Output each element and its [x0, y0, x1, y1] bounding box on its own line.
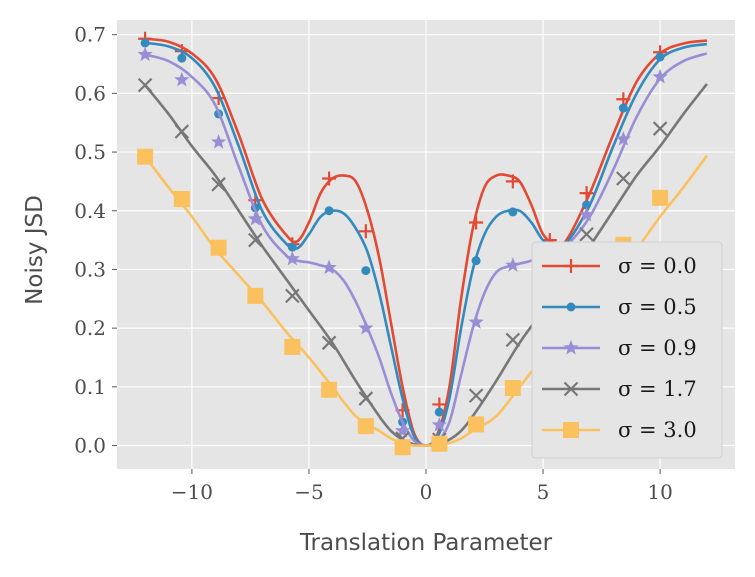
- data-point: [394, 422, 411, 438]
- grid: [117, 20, 735, 469]
- data-point: [284, 250, 300, 266]
- data-point: [361, 266, 371, 276]
- data-point: [468, 416, 485, 433]
- data-point: [579, 186, 594, 201]
- data-point: [505, 174, 520, 189]
- legend-marker: [563, 422, 579, 438]
- legend-entry: σ = 0.9: [542, 336, 697, 360]
- data-point: [652, 68, 668, 84]
- data-point: [505, 257, 521, 272]
- data-point: [431, 416, 447, 432]
- data-point: [652, 189, 669, 206]
- data-point: [582, 200, 592, 210]
- legend-entry: σ = 0.5: [542, 295, 697, 319]
- legend-marker: [563, 381, 579, 397]
- legend-label: σ = 1.7: [618, 377, 697, 401]
- data-point: [137, 148, 154, 165]
- data-point: [469, 215, 484, 230]
- data-point: [174, 124, 190, 139]
- data-point: [287, 242, 297, 252]
- data-point: [508, 207, 518, 217]
- data-point: [210, 134, 227, 149]
- data-point: [579, 226, 594, 242]
- data-point: [504, 380, 521, 397]
- x-tick-label: 10: [647, 480, 672, 504]
- legend-label: σ = 0.0: [618, 254, 697, 278]
- data-point: [284, 338, 301, 355]
- data-point: [248, 232, 263, 248]
- x-tick-label: 5: [537, 480, 550, 504]
- legend-entry: σ = 3.0: [542, 418, 697, 442]
- data-point: [357, 418, 374, 435]
- x-axis-label: Translation Parameter: [299, 530, 553, 556]
- data-point: [468, 314, 484, 329]
- data-point: [137, 46, 153, 62]
- y-axis-ticks: 0.0 0.1 0.2 0.3 0.4 0.5 0.6 0.7: [74, 23, 117, 458]
- data-point: [247, 287, 264, 304]
- legend-label: σ = 0.9: [618, 336, 697, 360]
- data-point: [174, 71, 190, 87]
- data-point: [173, 191, 190, 208]
- data-point: [358, 320, 374, 335]
- data-point: [434, 407, 444, 417]
- data-point: [468, 388, 484, 403]
- data-point: [431, 435, 448, 452]
- legend-label: σ = 0.5: [618, 295, 697, 319]
- data-point: [578, 206, 595, 222]
- data-point: [321, 335, 337, 351]
- legend: σ = 0.0 σ = 0.5 σ = 0.9 σ = 1.7 σ = 3.0: [531, 241, 723, 459]
- y-tick-label: 0.5: [74, 140, 106, 164]
- y-axis-label: Noisy JSD: [22, 195, 48, 305]
- legend-marker: [566, 302, 576, 312]
- data-point: [618, 103, 628, 113]
- y-tick-label: 0.1: [74, 375, 106, 399]
- data-point: [505, 332, 521, 348]
- data-point: [211, 177, 226, 192]
- legend-box: [531, 241, 723, 459]
- data-point: [394, 439, 411, 456]
- data-point: [137, 77, 153, 93]
- y-tick-label: 0.7: [74, 23, 106, 47]
- data-point: [471, 256, 481, 266]
- x-tick-label: 0: [420, 480, 433, 504]
- data-point: [177, 53, 187, 63]
- legend-marker: [563, 340, 579, 355]
- data-point: [655, 52, 665, 62]
- legend-entry: σ = 0.0: [542, 254, 697, 278]
- data-point: [321, 381, 338, 398]
- data-point: [247, 210, 263, 226]
- data-point: [616, 171, 631, 186]
- y-tick-label: 0.2: [74, 316, 106, 340]
- x-tick-label: −5: [294, 480, 323, 504]
- legend-entry: σ = 1.7: [542, 377, 697, 401]
- y-tick-label: 0.4: [74, 199, 106, 223]
- data-point: [615, 131, 631, 146]
- y-tick-label: 0.6: [74, 81, 106, 105]
- data-point: [285, 288, 300, 304]
- legend-marker: [564, 259, 578, 273]
- x-tick-label: −10: [171, 480, 213, 504]
- data-point: [210, 239, 227, 256]
- y-tick-label: 0.3: [74, 257, 106, 281]
- data-point: [324, 206, 334, 216]
- data-point: [358, 224, 373, 239]
- data-point: [322, 171, 337, 186]
- data-point: [358, 391, 374, 406]
- y-tick-label: 0.0: [74, 434, 106, 458]
- data-point: [140, 38, 150, 48]
- data-point: [321, 259, 337, 275]
- x-axis-ticks: −10 −5 0 5 10: [171, 469, 673, 504]
- data-point: [652, 121, 668, 136]
- legend-label: σ = 3.0: [618, 418, 697, 442]
